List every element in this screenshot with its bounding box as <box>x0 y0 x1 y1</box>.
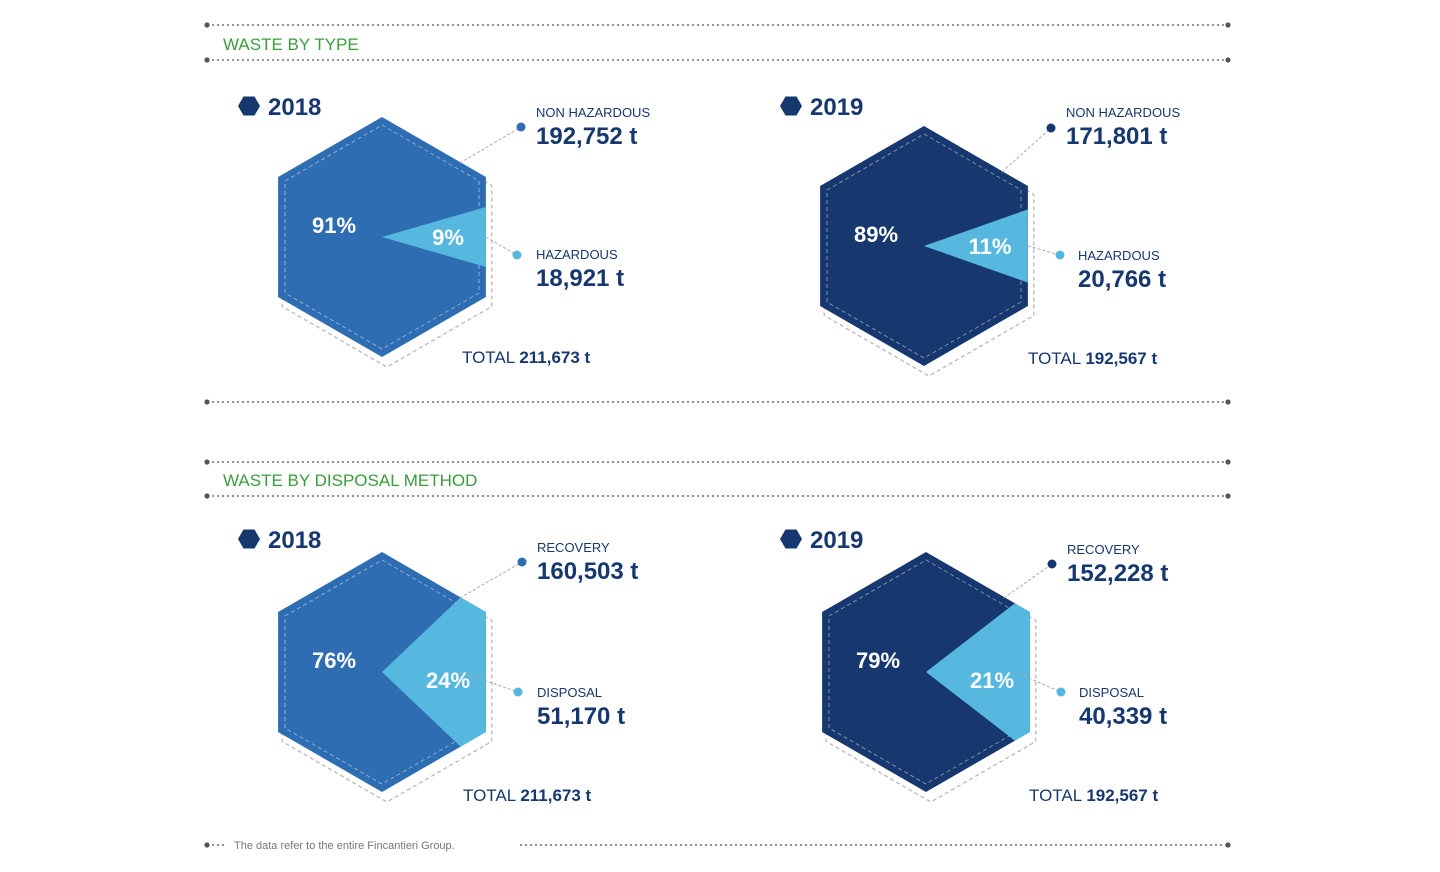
divider-endpoint-dot <box>1225 399 1231 405</box>
total-label: TOTAL <box>1028 349 1085 368</box>
legend-dot-minor <box>513 687 523 697</box>
legend-dot-major <box>517 557 527 567</box>
percent-label-major: 79% <box>856 648 900 673</box>
divider-endpoint-dot <box>204 399 210 405</box>
legend-dot-minor <box>1055 250 1065 260</box>
total-label: TOTAL <box>1029 786 1086 805</box>
legend-dot-major <box>1046 123 1056 133</box>
total-label: TOTAL <box>463 786 520 805</box>
slice-label-minor: HAZARDOUS <box>1078 248 1160 263</box>
hex-chart-0: 91% 9% 2018 NON HAZARDOUS 192,752 t HAZARDOUS… <box>238 94 650 368</box>
divider-endpoint-dot <box>204 493 210 499</box>
hex-inner-dashed <box>284 124 480 350</box>
chart-year-title: 2018 <box>268 94 321 121</box>
divider-endpoint-dot <box>1225 459 1231 465</box>
hex-minor-slice <box>382 207 486 267</box>
total-value: 192,567 t <box>1086 786 1158 805</box>
divider-endpoint-dot <box>204 459 210 465</box>
legend-dot-minor <box>512 250 522 260</box>
divider-endpoint-dot <box>1225 493 1231 499</box>
slice-label-major: NON HAZARDOUS <box>1066 105 1180 120</box>
leader-line-major <box>459 561 523 599</box>
chart-total: TOTAL 211,673 t <box>463 786 592 805</box>
slice-value-major: 152,228 t <box>1067 560 1168 587</box>
slice-label-major: NON HAZARDOUS <box>536 105 650 120</box>
percent-label-major: 76% <box>312 648 356 673</box>
slice-label-minor: HAZARDOUS <box>536 247 618 262</box>
percent-label-major: 89% <box>854 222 898 247</box>
hex-inner-dashed <box>826 133 1022 359</box>
chart-year-title: 2018 <box>268 527 321 554</box>
percent-label-minor: 21% <box>970 668 1014 693</box>
hex-chart-2: 76% 24% 2018 RECOVERY 160,503 t DISPOSAL 51,17… <box>238 527 638 805</box>
leader-line-major <box>1003 563 1053 599</box>
hexagon-bullet-icon <box>780 96 802 116</box>
slice-value-major: 160,503 t <box>537 558 638 585</box>
hexagon-bullet-icon <box>238 96 260 116</box>
slice-value-minor: 51,170 t <box>537 703 625 730</box>
slice-value-minor: 40,339 t <box>1079 703 1167 730</box>
divider-endpoint-dot <box>204 57 210 63</box>
dotted-dividers <box>204 22 1231 848</box>
leader-line-major <box>459 126 522 164</box>
chart-total: TOTAL 192,567 t <box>1029 786 1158 805</box>
percent-label-minor: 9% <box>432 225 464 250</box>
leader-line-minor <box>1014 671 1062 693</box>
legend-dot-minor <box>1056 687 1066 697</box>
total-label: TOTAL <box>462 348 519 367</box>
slice-value-major: 171,801 t <box>1066 123 1167 150</box>
total-value: 211,673 t <box>519 348 590 367</box>
divider-endpoint-dot <box>204 842 210 848</box>
hexagon-bullet-icon <box>238 529 260 549</box>
leader-line-major <box>1001 127 1052 173</box>
hex-minor-slice <box>924 209 1028 283</box>
percent-label-major: 91% <box>312 213 356 238</box>
slice-value-minor: 18,921 t <box>536 265 624 292</box>
section-title-waste-by-type: WASTE BY TYPE <box>223 35 359 54</box>
slice-label-major: RECOVERY <box>537 540 610 555</box>
hex-minor-slice <box>926 603 1030 741</box>
percent-label-minor: 24% <box>426 668 470 693</box>
divider-endpoint-dot <box>1225 842 1231 848</box>
slice-label-minor: DISPOSAL <box>537 685 602 700</box>
leader-line-minor <box>485 236 518 256</box>
hex-minor-slice <box>382 597 486 747</box>
chart-year-title: 2019 <box>810 94 863 121</box>
leader-line-minor <box>460 671 519 693</box>
legend-dot-major <box>516 122 526 132</box>
total-value: 211,673 t <box>520 786 591 805</box>
divider-endpoint-dot <box>1225 57 1231 63</box>
section-title-waste-by-disposal: WASTE BY DISPOSAL METHOD <box>223 471 477 490</box>
slice-label-major: RECOVERY <box>1067 542 1140 557</box>
percent-label-minor: 11% <box>969 234 1012 259</box>
slice-value-major: 192,752 t <box>536 123 637 150</box>
divider-endpoint-dot <box>204 22 210 28</box>
total-value: 192,567 t <box>1085 349 1157 368</box>
hexagon-charts: 91% 9% 2018 NON HAZARDOUS 192,752 t HAZARDOUS… <box>238 94 1180 805</box>
footnote: The data refer to the entire Fincantieri… <box>234 840 455 852</box>
hex-chart-3: 79% 21% 2019 RECOVERY 152,228 t DISPOSAL 40,33… <box>780 527 1168 805</box>
divider-endpoint-dot <box>1225 22 1231 28</box>
slice-value-minor: 20,766 t <box>1078 266 1166 293</box>
legend-dot-major <box>1047 559 1057 569</box>
chart-year-title: 2019 <box>810 527 863 554</box>
chart-total: TOTAL 211,673 t <box>462 348 591 367</box>
hex-chart-1: 89% 11% 2019 NON HAZARDOUS 171,801 t HAZARDOU… <box>780 94 1180 377</box>
hexagon-bullet-icon <box>780 529 802 549</box>
slice-label-minor: DISPOSAL <box>1079 685 1144 700</box>
chart-total: TOTAL 192,567 t <box>1028 349 1157 368</box>
leader-line-minor <box>1027 245 1061 256</box>
